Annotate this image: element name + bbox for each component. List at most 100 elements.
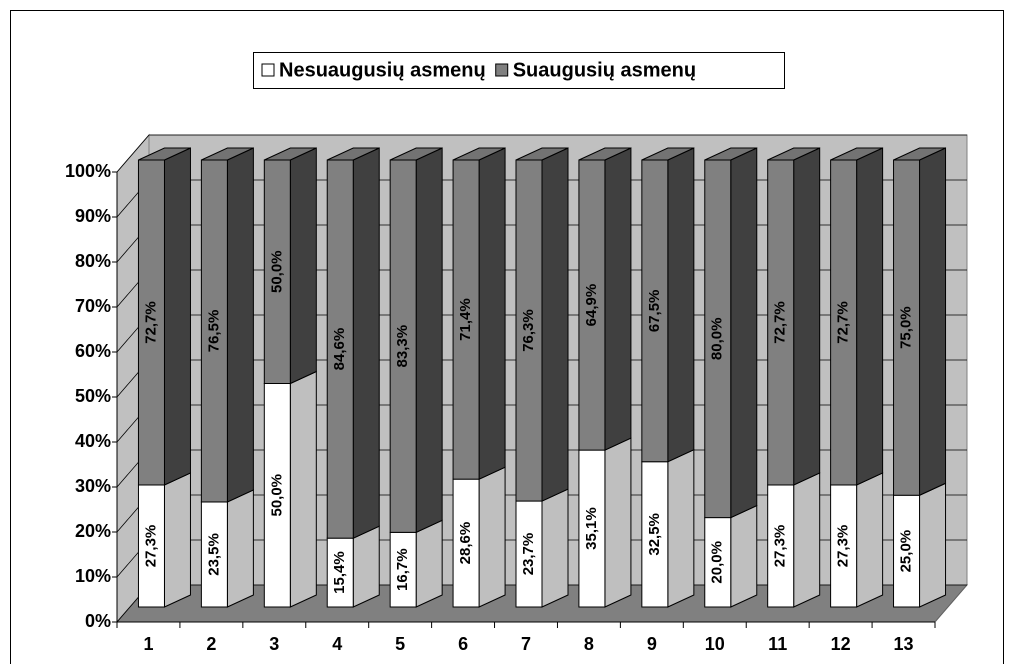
data-label: 50,0% [268, 250, 285, 293]
data-label: 72,7% [142, 301, 159, 344]
bar-segment: 20,0% [704, 504, 758, 608]
bar-side [730, 147, 758, 519]
bar-side [163, 147, 191, 486]
bar-segment: 27,3% [830, 472, 884, 608]
bar-side [730, 504, 758, 608]
bar-side [604, 437, 632, 608]
legend-label: Suaugusių asmenų [513, 59, 696, 81]
bar-segment: 23,7% [515, 488, 569, 608]
bar [326, 537, 354, 608]
grid-line [116, 134, 967, 173]
bar-segment: 83,3% [389, 147, 443, 534]
bar [578, 449, 606, 608]
bar [893, 494, 921, 608]
bar [830, 159, 858, 486]
bar-segment: 72,7% [830, 147, 884, 486]
bar-segment: 80,0% [704, 147, 758, 519]
data-label: 72,7% [835, 301, 852, 344]
bar-segment: 23,5% [200, 489, 254, 608]
bar-side [352, 147, 380, 539]
bar-segment: 35,1% [578, 437, 632, 608]
bar [263, 159, 291, 384]
data-label: 71,4% [457, 298, 474, 341]
x-tick-label: 5 [395, 634, 405, 654]
data-label: 28,6% [457, 522, 474, 565]
x-tick-label: 1 [143, 634, 153, 654]
bar-side [667, 448, 695, 608]
y-tick-label: 30% [75, 476, 111, 496]
x-tick-label: 12 [831, 634, 851, 654]
bar [641, 159, 669, 463]
data-label: 16,7% [394, 548, 411, 591]
data-label: 50,0% [268, 474, 285, 517]
bar-side [541, 147, 569, 502]
x-tick-label: 2 [206, 634, 216, 654]
bar-segment: 25,0% [893, 482, 947, 608]
y-tick-label: 80% [75, 251, 111, 271]
x-tick-label: 6 [458, 634, 468, 654]
bar-side [667, 147, 695, 463]
legend-box [253, 52, 785, 89]
x-tick-label: 11 [768, 634, 787, 654]
x-tick-label: 7 [521, 634, 531, 654]
data-label: 25,0% [898, 530, 915, 573]
legend-swatch [261, 63, 275, 77]
x-tick-label: 9 [647, 634, 657, 654]
bar [200, 159, 228, 503]
y-tick-label: 70% [75, 296, 111, 316]
data-label: 23,7% [520, 533, 537, 576]
bar-segment: 71,4% [452, 147, 506, 480]
bar-segment: 72,7% [767, 147, 821, 486]
x-tick-label: 3 [269, 634, 279, 654]
data-label: 27,3% [835, 525, 852, 568]
bar-segment: 72,7% [137, 147, 191, 486]
bar [767, 159, 795, 486]
y-tick-label: 50% [75, 386, 111, 406]
bar-side [226, 147, 254, 503]
legend-swatch [495, 63, 509, 77]
data-label: 64,9% [583, 284, 600, 327]
bar-segment: 64,9% [578, 147, 632, 451]
bar-segment: 84,6% [326, 147, 380, 539]
bar [767, 484, 795, 608]
y-tick-label: 100% [65, 161, 111, 181]
bar [704, 159, 732, 519]
bar-segment: 27,3% [767, 472, 821, 608]
x-tick-label: 8 [584, 634, 594, 654]
bar [515, 500, 543, 608]
data-label: 75,0% [898, 306, 915, 349]
bar-side [415, 147, 443, 534]
bar-segment: 16,7% [389, 519, 443, 608]
bar-segment: 28,6% [452, 466, 506, 608]
bar-side [478, 147, 506, 480]
y-tick-label: 40% [75, 431, 111, 451]
bar-segment: 50,0% [263, 147, 317, 385]
bar [326, 159, 354, 539]
bar-side [604, 147, 632, 451]
bar-segment: 75,0% [893, 147, 947, 497]
data-label: 27,3% [142, 525, 159, 568]
x-tick-label: 10 [705, 634, 725, 654]
x-tick-label: 4 [332, 634, 342, 654]
data-label: 27,3% [772, 525, 789, 568]
bar-side [352, 525, 380, 608]
bar-segment: 76,3% [515, 147, 569, 502]
data-label: 32,5% [646, 513, 663, 556]
data-label: 72,7% [772, 301, 789, 344]
bar-side [793, 472, 821, 608]
y-tick-label: 90% [75, 206, 111, 226]
bar [263, 383, 291, 608]
data-label: 35,1% [583, 507, 600, 550]
bar-side [919, 147, 947, 497]
data-label: 80,0% [709, 318, 726, 361]
bar-side [541, 488, 569, 608]
data-label: 20,0% [709, 541, 726, 584]
bar-segment: 76,5% [200, 147, 254, 503]
data-label: 15,4% [331, 551, 348, 594]
bar [200, 501, 228, 608]
y-tick-label: 0% [85, 611, 111, 631]
bar-segment: 15,4% [326, 525, 380, 608]
data-label: 76,3% [520, 309, 537, 352]
bar [389, 159, 417, 533]
